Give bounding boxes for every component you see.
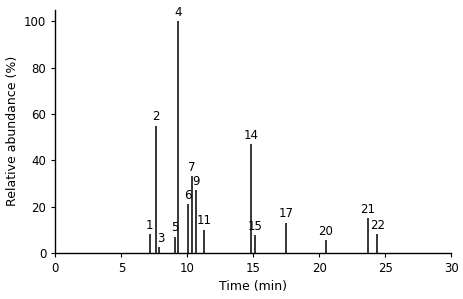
Text: 2: 2 — [151, 110, 159, 123]
Text: 11: 11 — [196, 214, 212, 228]
Text: 5: 5 — [171, 221, 178, 234]
Text: 20: 20 — [318, 225, 332, 238]
Text: 6: 6 — [184, 189, 191, 202]
Text: 7: 7 — [188, 161, 195, 174]
X-axis label: Time (min): Time (min) — [219, 280, 287, 293]
Text: 15: 15 — [247, 220, 262, 233]
Text: 21: 21 — [360, 203, 375, 216]
Text: 3: 3 — [157, 232, 165, 245]
Text: 9: 9 — [192, 175, 199, 188]
Text: 14: 14 — [243, 129, 258, 142]
Text: 17: 17 — [278, 208, 293, 220]
Text: 4: 4 — [174, 6, 181, 19]
Y-axis label: Relative abundance (%): Relative abundance (%) — [6, 56, 19, 206]
Text: 1: 1 — [145, 219, 152, 232]
Text: 22: 22 — [369, 219, 384, 232]
